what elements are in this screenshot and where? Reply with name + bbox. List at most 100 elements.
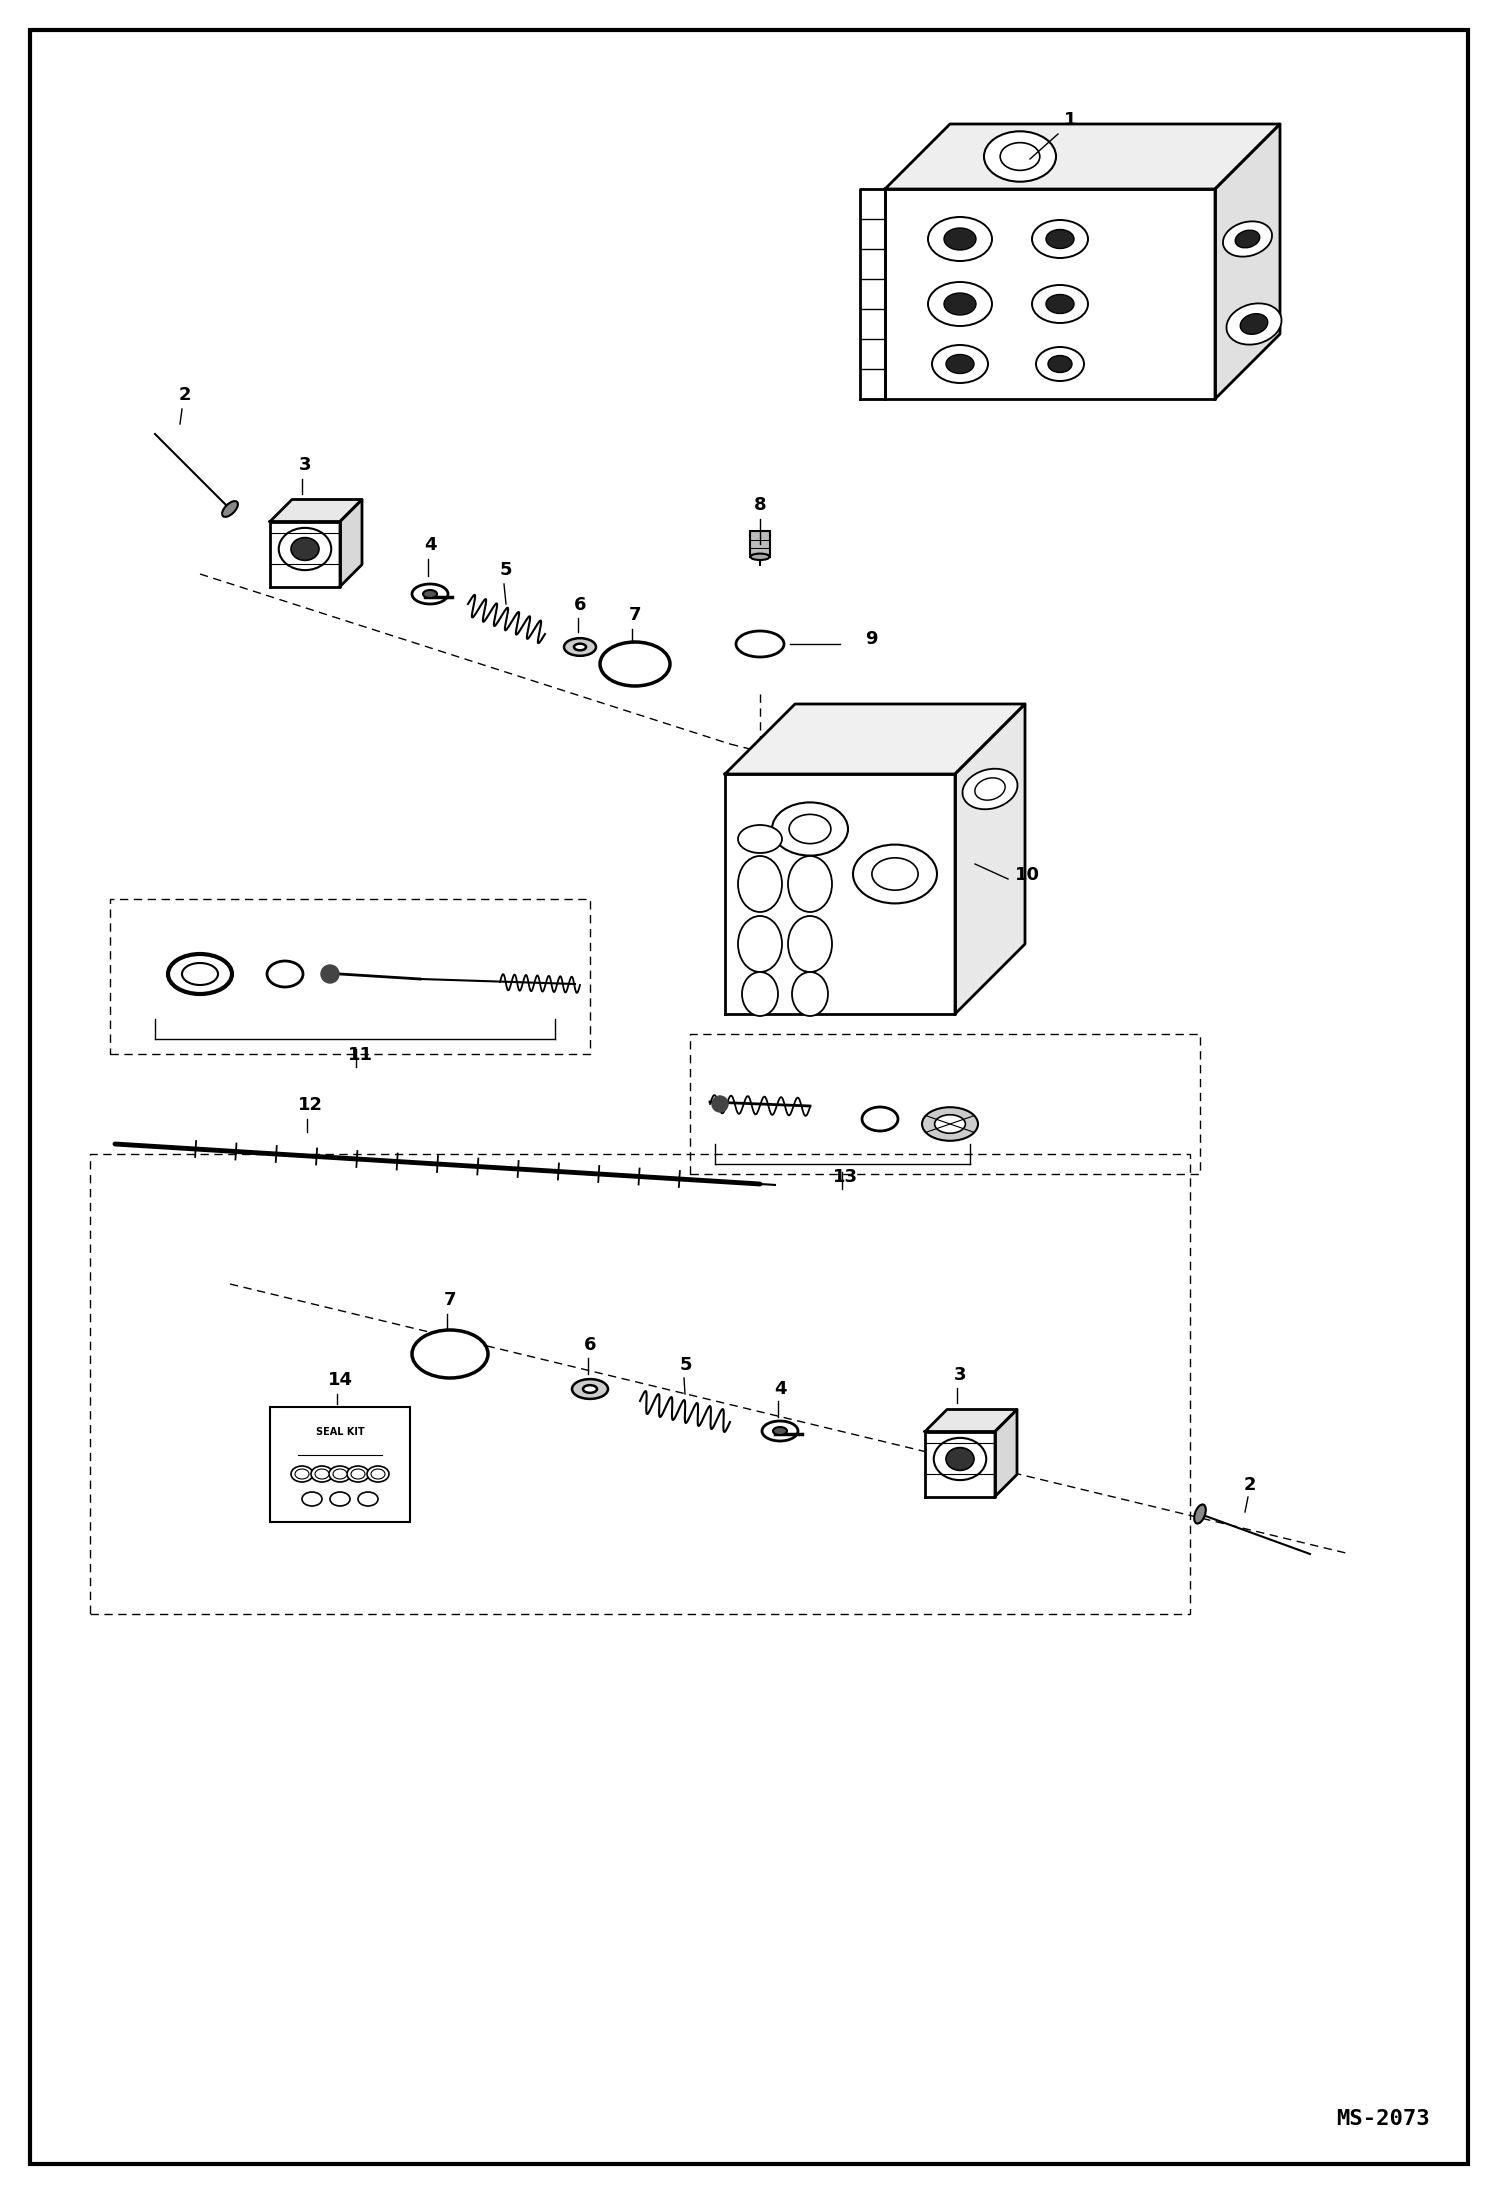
Ellipse shape bbox=[742, 972, 777, 1016]
Ellipse shape bbox=[932, 344, 989, 384]
Ellipse shape bbox=[279, 529, 331, 570]
Text: MS-2073: MS-2073 bbox=[1336, 2108, 1431, 2128]
Ellipse shape bbox=[1240, 314, 1267, 333]
Ellipse shape bbox=[739, 856, 782, 913]
Ellipse shape bbox=[933, 1437, 986, 1481]
Ellipse shape bbox=[1037, 347, 1085, 382]
Ellipse shape bbox=[565, 638, 596, 656]
Polygon shape bbox=[924, 1430, 995, 1496]
Ellipse shape bbox=[788, 917, 831, 972]
Ellipse shape bbox=[291, 538, 319, 559]
Ellipse shape bbox=[750, 553, 770, 559]
Text: 14: 14 bbox=[328, 1371, 352, 1389]
Ellipse shape bbox=[222, 500, 238, 518]
Ellipse shape bbox=[574, 643, 586, 649]
Ellipse shape bbox=[330, 1492, 351, 1505]
Ellipse shape bbox=[295, 1470, 309, 1479]
Ellipse shape bbox=[412, 584, 448, 603]
Ellipse shape bbox=[315, 1470, 330, 1479]
Ellipse shape bbox=[1227, 303, 1281, 344]
Ellipse shape bbox=[351, 1470, 366, 1479]
Ellipse shape bbox=[348, 1466, 369, 1481]
Ellipse shape bbox=[975, 779, 1005, 801]
Ellipse shape bbox=[1001, 143, 1040, 171]
Text: 7: 7 bbox=[629, 606, 641, 623]
Polygon shape bbox=[1215, 125, 1279, 399]
Ellipse shape bbox=[921, 1108, 978, 1141]
Circle shape bbox=[712, 1097, 728, 1112]
Text: 11: 11 bbox=[348, 1047, 373, 1064]
Text: SEAL KIT: SEAL KIT bbox=[316, 1426, 364, 1437]
Text: 3: 3 bbox=[954, 1367, 966, 1384]
Ellipse shape bbox=[181, 963, 219, 985]
Ellipse shape bbox=[1032, 219, 1088, 259]
Ellipse shape bbox=[789, 814, 831, 845]
Ellipse shape bbox=[267, 961, 303, 987]
Ellipse shape bbox=[303, 1492, 322, 1505]
Ellipse shape bbox=[1222, 222, 1272, 257]
Ellipse shape bbox=[1049, 355, 1073, 373]
Ellipse shape bbox=[927, 217, 992, 261]
Text: 2: 2 bbox=[1243, 1477, 1257, 1494]
Ellipse shape bbox=[984, 132, 1056, 182]
Text: 7: 7 bbox=[443, 1290, 457, 1310]
Polygon shape bbox=[270, 522, 340, 586]
Circle shape bbox=[321, 965, 339, 983]
Ellipse shape bbox=[771, 803, 848, 856]
Ellipse shape bbox=[330, 1466, 351, 1481]
Ellipse shape bbox=[168, 954, 232, 994]
Ellipse shape bbox=[422, 590, 437, 599]
Ellipse shape bbox=[739, 825, 782, 853]
Ellipse shape bbox=[1046, 230, 1074, 248]
Polygon shape bbox=[885, 125, 1279, 189]
Text: 1: 1 bbox=[1064, 112, 1076, 129]
Ellipse shape bbox=[367, 1466, 389, 1481]
Text: 5: 5 bbox=[680, 1356, 692, 1373]
Ellipse shape bbox=[372, 1470, 385, 1479]
Ellipse shape bbox=[935, 1115, 965, 1134]
Text: 3: 3 bbox=[298, 456, 312, 474]
Ellipse shape bbox=[762, 1422, 798, 1441]
Bar bbox=[90, 1154, 1189, 1615]
Ellipse shape bbox=[1194, 1505, 1206, 1523]
Ellipse shape bbox=[852, 845, 938, 904]
Ellipse shape bbox=[773, 1426, 786, 1435]
Ellipse shape bbox=[947, 355, 974, 373]
Ellipse shape bbox=[312, 1466, 333, 1481]
Text: 12: 12 bbox=[298, 1097, 322, 1115]
Ellipse shape bbox=[601, 643, 670, 687]
Ellipse shape bbox=[947, 1448, 974, 1470]
Ellipse shape bbox=[412, 1330, 488, 1378]
Polygon shape bbox=[340, 500, 363, 586]
Ellipse shape bbox=[944, 228, 977, 250]
Bar bbox=[750, 531, 770, 557]
Ellipse shape bbox=[583, 1384, 598, 1393]
Polygon shape bbox=[924, 1409, 1017, 1430]
Polygon shape bbox=[956, 704, 1025, 1014]
Text: 6: 6 bbox=[584, 1336, 596, 1354]
Ellipse shape bbox=[572, 1380, 608, 1400]
Ellipse shape bbox=[927, 283, 992, 327]
Text: 2: 2 bbox=[178, 386, 192, 404]
Ellipse shape bbox=[792, 972, 828, 1016]
Text: 5: 5 bbox=[500, 562, 512, 579]
Polygon shape bbox=[885, 189, 1215, 399]
Text: 6: 6 bbox=[574, 597, 586, 614]
Bar bbox=[691, 1033, 1200, 1174]
Ellipse shape bbox=[291, 1466, 313, 1481]
Text: 9: 9 bbox=[864, 630, 878, 647]
Ellipse shape bbox=[872, 858, 918, 891]
Ellipse shape bbox=[333, 1470, 348, 1479]
Text: 4: 4 bbox=[774, 1380, 786, 1398]
Polygon shape bbox=[725, 774, 956, 1014]
Ellipse shape bbox=[861, 1108, 897, 1130]
Ellipse shape bbox=[963, 768, 1017, 810]
Text: 8: 8 bbox=[753, 496, 767, 513]
Ellipse shape bbox=[358, 1492, 377, 1505]
Text: 4: 4 bbox=[424, 535, 436, 555]
Ellipse shape bbox=[788, 856, 831, 913]
Ellipse shape bbox=[944, 294, 977, 316]
Ellipse shape bbox=[1046, 294, 1074, 314]
Polygon shape bbox=[995, 1409, 1017, 1496]
Bar bbox=[270, 1406, 410, 1520]
